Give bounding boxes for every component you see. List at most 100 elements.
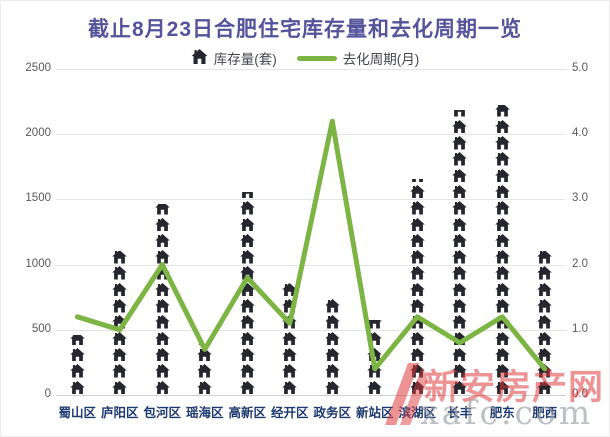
house-icon	[452, 329, 468, 346]
house-icon	[537, 378, 553, 394]
x-axis-label: 经开区	[270, 406, 309, 420]
left-axis-tick: 500	[31, 322, 51, 335]
inventory-bar	[154, 203, 170, 394]
house-icon	[409, 264, 425, 280]
inventory-bar	[112, 250, 128, 394]
house-icon	[112, 378, 128, 394]
house-icon	[239, 329, 255, 346]
house-icon	[112, 361, 128, 378]
house-icon	[409, 182, 425, 199]
house-icon	[282, 329, 298, 346]
house-icon	[452, 198, 468, 215]
house-icon	[494, 313, 510, 329]
house-icon	[112, 313, 128, 329]
cycle-line	[74, 118, 548, 372]
house-icon	[409, 215, 425, 232]
house-icon	[494, 378, 510, 394]
house-icon	[452, 378, 468, 394]
left-axis-tick: 2500	[25, 62, 51, 74]
house-icon	[239, 198, 255, 215]
house-icon	[452, 264, 468, 280]
legend-item-cycle: 去化周期(月)	[296, 48, 419, 68]
house-icon	[197, 361, 213, 378]
inventory-bar	[282, 280, 298, 394]
house-icon	[197, 378, 213, 394]
house-icon	[409, 231, 425, 248]
right-axis-tick: 3.0	[572, 192, 588, 205]
right-axis-tick: 2.0	[572, 257, 588, 270]
house-icon	[324, 296, 340, 313]
house-icon	[494, 247, 510, 264]
house-icon	[367, 361, 383, 378]
inventory-bar	[367, 319, 383, 394]
house-icon-partial	[69, 335, 85, 346]
house-icon	[154, 231, 170, 248]
house-icon	[367, 378, 383, 394]
house-icon	[409, 329, 425, 346]
house-icon	[282, 296, 298, 313]
house-icon	[494, 182, 510, 199]
house-icon	[367, 345, 383, 362]
house-icon	[537, 264, 553, 280]
right-axis-tick: 1.0	[572, 322, 588, 335]
house-icon	[409, 198, 425, 215]
x-axis-label: 包河区	[143, 406, 181, 420]
inventory-bar	[537, 250, 553, 394]
left-axis-tick: 1000	[25, 257, 51, 270]
house-icon	[537, 280, 553, 297]
house-icon	[494, 117, 510, 134]
right-axis-tick: 4.0	[572, 127, 588, 140]
x-axis-label: 肥西	[532, 406, 558, 420]
house-icon	[112, 264, 128, 280]
house-icon	[112, 329, 128, 346]
plot-area	[56, 69, 566, 396]
left-axis-tick: 2000	[25, 127, 51, 140]
house-icon	[452, 215, 468, 232]
house-icon	[239, 296, 255, 313]
inventory-bar	[494, 104, 510, 394]
house-icon	[452, 361, 468, 378]
house-icon	[112, 296, 128, 313]
gridline	[56, 264, 566, 266]
x-axis-label: 长丰	[447, 406, 473, 420]
house-icon	[239, 345, 255, 362]
house-icon	[409, 345, 425, 362]
house-icon-partial	[452, 109, 468, 117]
house-icon	[239, 378, 255, 394]
house-icon	[191, 49, 208, 67]
inventory-bar	[197, 341, 213, 394]
house-icon	[154, 215, 170, 232]
house-icon	[282, 378, 298, 394]
x-axis-label: 蜀山区	[58, 406, 96, 420]
inventory-bar	[324, 296, 340, 394]
house-icon	[494, 133, 510, 150]
house-icon	[239, 247, 255, 264]
house-icon	[452, 166, 468, 183]
house-icon	[69, 361, 85, 378]
house-icon	[494, 150, 510, 166]
house-icon	[494, 231, 510, 248]
house-icon	[367, 329, 383, 346]
house-icon-partial	[494, 104, 510, 117]
right-axis-tick: 0.0	[572, 388, 588, 400]
house-icon	[324, 345, 340, 362]
house-icon	[112, 280, 128, 297]
house-icon	[494, 166, 510, 183]
house-icon	[452, 150, 468, 166]
house-icon-partial	[154, 203, 170, 215]
inventory-bar	[452, 109, 468, 394]
inventory-bar	[69, 335, 85, 394]
legend: 库存量(套) 去化周期(月)	[1, 48, 609, 68]
house-icon	[154, 345, 170, 362]
house-icon	[494, 264, 510, 280]
house-icon-partial	[367, 319, 383, 329]
house-icon	[452, 280, 468, 297]
house-icon	[409, 296, 425, 313]
house-icon	[324, 361, 340, 378]
house-icon	[239, 361, 255, 378]
house-icon	[452, 231, 468, 248]
house-icon	[409, 378, 425, 394]
house-icon	[537, 296, 553, 313]
house-icon	[409, 361, 425, 378]
house-icon	[239, 231, 255, 248]
